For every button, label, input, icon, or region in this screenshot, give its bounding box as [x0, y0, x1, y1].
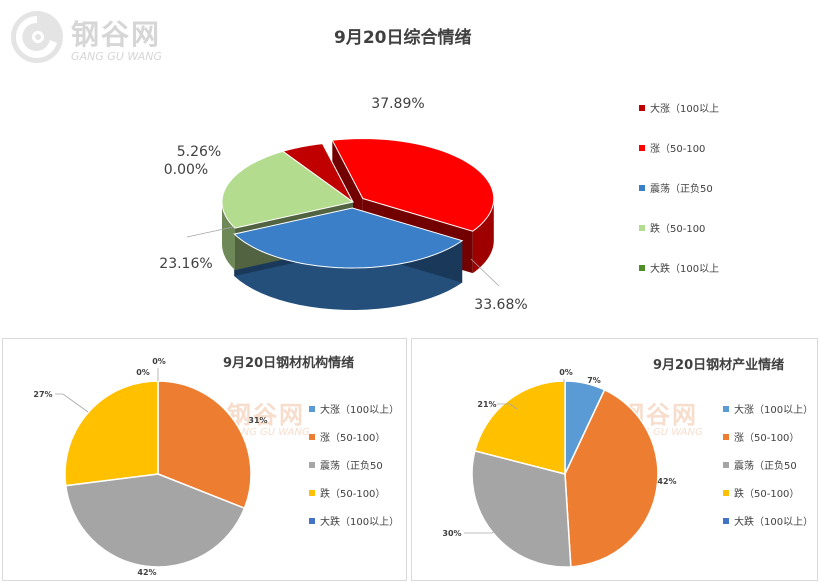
- institution-sentiment-panel: 钢谷网 GANG GU WANG 9月20日钢材机构情绪 0% 31% 42% 27%…: [2, 338, 407, 581]
- data-label: 0%: [136, 368, 150, 377]
- watermark-text: 钢谷网: [71, 18, 162, 51]
- data-label: 5.26%: [177, 144, 221, 160]
- legend-swatch: [639, 185, 645, 191]
- leader-line: [497, 403, 518, 410]
- legend-swatch: [639, 145, 645, 151]
- data-label: 7%: [587, 376, 601, 385]
- legend-swatch: [309, 518, 315, 524]
- pie-slice: [221, 150, 355, 229]
- legend-item: 大跌（100以上）: [723, 513, 813, 528]
- data-label: 42%: [657, 477, 676, 486]
- data-label: 21%: [477, 400, 496, 409]
- chart-legend: 大涨（100以上） 涨（50-100） 震荡（正负50 跌（50-100） 大跌（100…: [309, 401, 404, 531]
- data-label: 0.00%: [164, 162, 208, 178]
- pie-slice: [233, 207, 464, 269]
- pie-slice: [157, 380, 252, 510]
- chart-legend: 大涨（100以上） 涨（50-100） 震荡（正负50 跌（50-100） 大跌（100…: [723, 401, 815, 531]
- legend-label: 跌（50-100）: [320, 489, 386, 500]
- legend-item: 涨（50-100: [639, 140, 705, 155]
- legend-item: 大跌（100以上: [639, 260, 719, 275]
- legend-item: 跌（50-100）: [723, 485, 799, 500]
- pie-slice: [331, 138, 495, 232]
- legend-swatch: [309, 490, 315, 496]
- legend-label: 涨（50-100）: [320, 433, 386, 444]
- data-labels: 5.26% 37.89% 33.68% 23.16% 0.00%: [159, 96, 527, 313]
- legend-label: 涨（50-100: [650, 144, 706, 155]
- data-label: 0%: [559, 368, 573, 377]
- chart-title: 9月20日钢材机构情绪: [223, 356, 355, 371]
- legend-label: 大涨（100以上: [650, 104, 720, 115]
- data-label: 42%: [137, 568, 156, 577]
- legend-swatch: [309, 434, 315, 440]
- watermark-logo: 钢谷网 GANG GU WANG: [7, 7, 177, 67]
- leader-line: [470, 258, 500, 287]
- legend-swatch: [639, 265, 645, 271]
- watermark-subtext: GANG GU WANG: [227, 427, 310, 438]
- pie-slice: [474, 380, 566, 475]
- legend-item: 震荡（正负50: [723, 457, 797, 472]
- data-label: 37.89%: [371, 96, 424, 112]
- pie-slice: [64, 380, 159, 487]
- leader-line: [186, 226, 234, 238]
- chart-title: 9月20日综合情绪: [334, 28, 472, 48]
- legend-label: 震荡（正负50: [734, 461, 797, 472]
- legend-label: 涨（50-100）: [734, 433, 800, 444]
- legend-item: 大涨（100以上）: [723, 401, 813, 416]
- pie-top: [221, 138, 495, 269]
- legend-label: 跌（50-100: [650, 224, 706, 235]
- watermark-subtext: GANG GU WANG: [620, 427, 703, 438]
- legend-label: 震荡（正负50: [650, 184, 713, 195]
- legend-label: 跌（50-100）: [734, 489, 800, 500]
- pie-slice-side: [234, 234, 463, 310]
- pie-slice: [564, 388, 659, 568]
- legend-swatch: [723, 434, 729, 440]
- legend-label: 大跌（100以上）: [320, 517, 400, 528]
- pie-slice-side: [472, 198, 494, 274]
- legend-item: 涨（50-100）: [309, 429, 385, 444]
- data-label: 30%: [442, 529, 461, 538]
- legend-label: 大涨（100以上）: [320, 405, 400, 416]
- industry-sentiment-panel: 钢谷网 GANG GU WANG 9月20日钢材产业情绪 7% 42% 30% 21%…: [411, 338, 818, 581]
- pie-slice: [281, 143, 354, 203]
- legend-item: 大涨（100以上）: [309, 401, 399, 416]
- overall-sentiment-panel: 钢谷网 GANG GU WANG 9月20日综合情绪 5.26% 37.89% 33…: [0, 0, 820, 335]
- legend-item: 大跌（100以上）: [309, 513, 399, 528]
- data-label: 23.16%: [159, 256, 212, 272]
- legend-swatch: [723, 406, 729, 412]
- data-label: 0%: [152, 357, 166, 366]
- legend-swatch: [723, 490, 729, 496]
- watermark-subtext: GANG GU WANG: [71, 50, 162, 63]
- legend-label: 大跌（100以上: [650, 264, 720, 275]
- legend-swatch: [723, 518, 729, 524]
- leader-line: [55, 393, 89, 413]
- overall-pie-3d: 5.26% 37.89% 33.68% 23.16% 0.00%: [159, 96, 527, 313]
- legend-item: 震荡（正负50: [639, 180, 713, 195]
- legend-swatch: [639, 105, 645, 111]
- chart-legend: 大涨（100以上 涨（50-100 震荡（正负50 跌（50-100 大跌（100以上: [639, 100, 809, 280]
- legend-label: 大涨（100以上）: [734, 405, 814, 416]
- pie-slice: [471, 449, 572, 568]
- watermark-text: 钢谷网: [227, 401, 305, 429]
- legend-item: 震荡（正负50: [309, 457, 383, 472]
- legend-swatch: [309, 462, 315, 468]
- pie-slice: [64, 473, 246, 568]
- legend-swatch: [309, 406, 315, 412]
- legend-item: 跌（50-100）: [309, 485, 385, 500]
- legend-swatch: [639, 225, 645, 231]
- data-label: 33.68%: [474, 297, 527, 313]
- leader-line: [464, 521, 508, 534]
- legend-swatch: [723, 462, 729, 468]
- institution-pie: 0% 31% 42% 27% 0%: [33, 357, 267, 577]
- legend-label: 大跌（100以上）: [734, 517, 814, 528]
- legend-item: 跌（50-100: [639, 220, 705, 235]
- chart-title: 9月20日钢材产业情绪: [653, 358, 785, 373]
- data-label: 31%: [248, 416, 267, 425]
- legend-label: 震荡（正负50: [320, 461, 383, 472]
- industry-pie: 7% 42% 30% 21% 0%: [442, 368, 677, 568]
- data-label: 27%: [33, 390, 52, 399]
- logo-swirl-icon: [11, 11, 63, 63]
- legend-item: 大涨（100以上: [639, 100, 719, 115]
- pie-slice-side: [222, 202, 236, 271]
- legend-item: 涨（50-100）: [723, 429, 799, 444]
